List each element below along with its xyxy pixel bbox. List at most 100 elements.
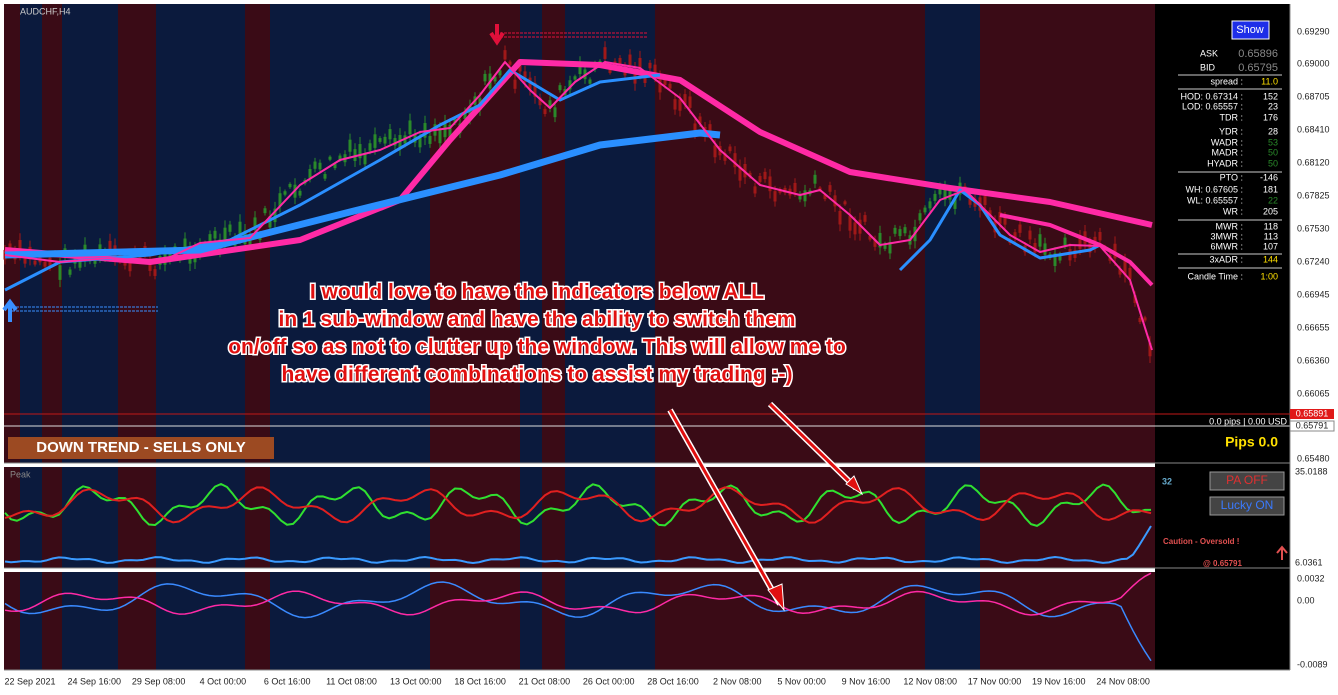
candle-body — [463, 111, 467, 120]
candle-body — [693, 123, 697, 134]
sub1-axis-top: 35.0188 — [1295, 466, 1328, 476]
candle-body — [208, 234, 212, 242]
window-bg — [4, 4, 1155, 463]
buy-arrow — [2, 298, 18, 322]
price-label: 0.68120 — [1297, 157, 1330, 167]
candle-body — [238, 221, 242, 237]
candle-body — [333, 164, 337, 169]
candle-body — [668, 83, 672, 89]
candle-body — [1033, 243, 1037, 253]
candle-body — [508, 61, 512, 65]
up-arrow — [1276, 545, 1288, 560]
indicator-line — [4, 483, 1152, 527]
candle-body — [953, 197, 957, 209]
pointer-arrow — [668, 409, 782, 605]
subwindow-name: Peak — [10, 469, 31, 479]
candle-body — [733, 153, 737, 168]
bearish-band — [980, 467, 1155, 568]
candle-body — [628, 54, 632, 66]
candle-body — [283, 191, 287, 195]
candle-body — [768, 176, 772, 192]
candle-body — [838, 210, 842, 225]
info-value: 176 — [1263, 112, 1278, 122]
price-label: 0.69290 — [1297, 26, 1330, 36]
candle-body — [638, 57, 642, 73]
candle-body — [1058, 254, 1062, 261]
pa-button[interactable] — [1209, 471, 1285, 491]
arrow-head — [845, 475, 864, 496]
info-label: YDR : — [1219, 126, 1243, 136]
bearish-band — [42, 4, 62, 463]
price-label: 0.66065 — [1297, 388, 1330, 398]
candle-body — [348, 139, 352, 152]
info-label: LOD: 0.65557 : — [1182, 101, 1243, 111]
time-label: 4 Oct 00:00 — [200, 676, 247, 686]
indicator-line — [4, 581, 1152, 662]
time-label: 24 Nov 08:00 — [1096, 676, 1150, 686]
show-button[interactable] — [1231, 20, 1270, 40]
indicator-curves — [3, 32, 1154, 662]
pa-button-label[interactable]: PA OFF — [1226, 473, 1268, 487]
time-label: 9 Nov 16:00 — [842, 676, 891, 686]
candle-body — [793, 182, 797, 193]
candle-body — [1118, 268, 1122, 275]
candle-body — [323, 174, 327, 179]
candle-body — [468, 105, 472, 119]
candle-body — [1068, 249, 1072, 261]
sub2-axis-label: 0.0032 — [1297, 573, 1325, 583]
annotation-line: have different combinations to assist my… — [281, 363, 792, 386]
candle-body — [373, 134, 377, 148]
time-label: 11 Oct 08:00 — [326, 676, 377, 686]
candle-body — [728, 146, 732, 152]
candle-body — [708, 124, 712, 132]
candle-body — [873, 239, 877, 247]
candle-body — [428, 135, 432, 144]
candle-body — [1148, 342, 1152, 357]
trend-banner-label: DOWN TREND - SELLS ONLY — [36, 439, 245, 456]
price-label: 0.68410 — [1297, 124, 1330, 134]
time-label: 28 Oct 16:00 — [647, 676, 699, 686]
bearish-band — [542, 4, 565, 463]
candle-body — [68, 269, 72, 275]
bearish-band — [42, 572, 62, 670]
ask-tag-label: 0.65891 — [1296, 408, 1329, 418]
candle-body — [1038, 234, 1042, 247]
candle-body — [1143, 317, 1147, 321]
candle-body — [898, 229, 902, 237]
candle-body — [363, 153, 367, 165]
candle-body — [438, 129, 442, 144]
info-label: BID — [1200, 62, 1216, 72]
lucky-button-label[interactable]: Lucky ON — [1221, 498, 1274, 512]
sub2-axis-label: -0.0089 — [1297, 659, 1328, 669]
candle-body — [223, 227, 227, 243]
candle-body — [1073, 250, 1077, 258]
lucky-button[interactable] — [1209, 496, 1285, 516]
candle-body — [353, 149, 357, 162]
candle-body — [618, 57, 622, 64]
indicator-line — [4, 572, 1152, 616]
candle-body — [8, 243, 12, 250]
candle-body — [383, 136, 387, 144]
candle-body — [1013, 232, 1017, 239]
info-value: 107 — [1263, 241, 1278, 251]
candle-body — [833, 195, 837, 207]
candle-body — [78, 261, 82, 268]
info-label: 3MWR : — [1211, 231, 1244, 241]
candle-body — [1018, 224, 1022, 233]
candle-body — [228, 224, 232, 232]
show-button-label[interactable]: Show — [1236, 24, 1264, 36]
info-value: 28 — [1268, 126, 1278, 136]
candle-body — [253, 217, 257, 230]
candle-body — [533, 82, 537, 97]
candle-body — [58, 265, 62, 280]
candle-body — [803, 190, 807, 202]
candle-body — [568, 80, 572, 90]
time-label: 2 Nov 08:00 — [713, 676, 762, 686]
bearish-band — [4, 467, 20, 568]
window-bg — [4, 572, 1155, 670]
candle-body — [603, 47, 607, 59]
price-label: 0.68705 — [1297, 91, 1330, 101]
symbol-label: AUDCHF,H4 — [20, 6, 71, 16]
candle-body — [683, 94, 687, 105]
